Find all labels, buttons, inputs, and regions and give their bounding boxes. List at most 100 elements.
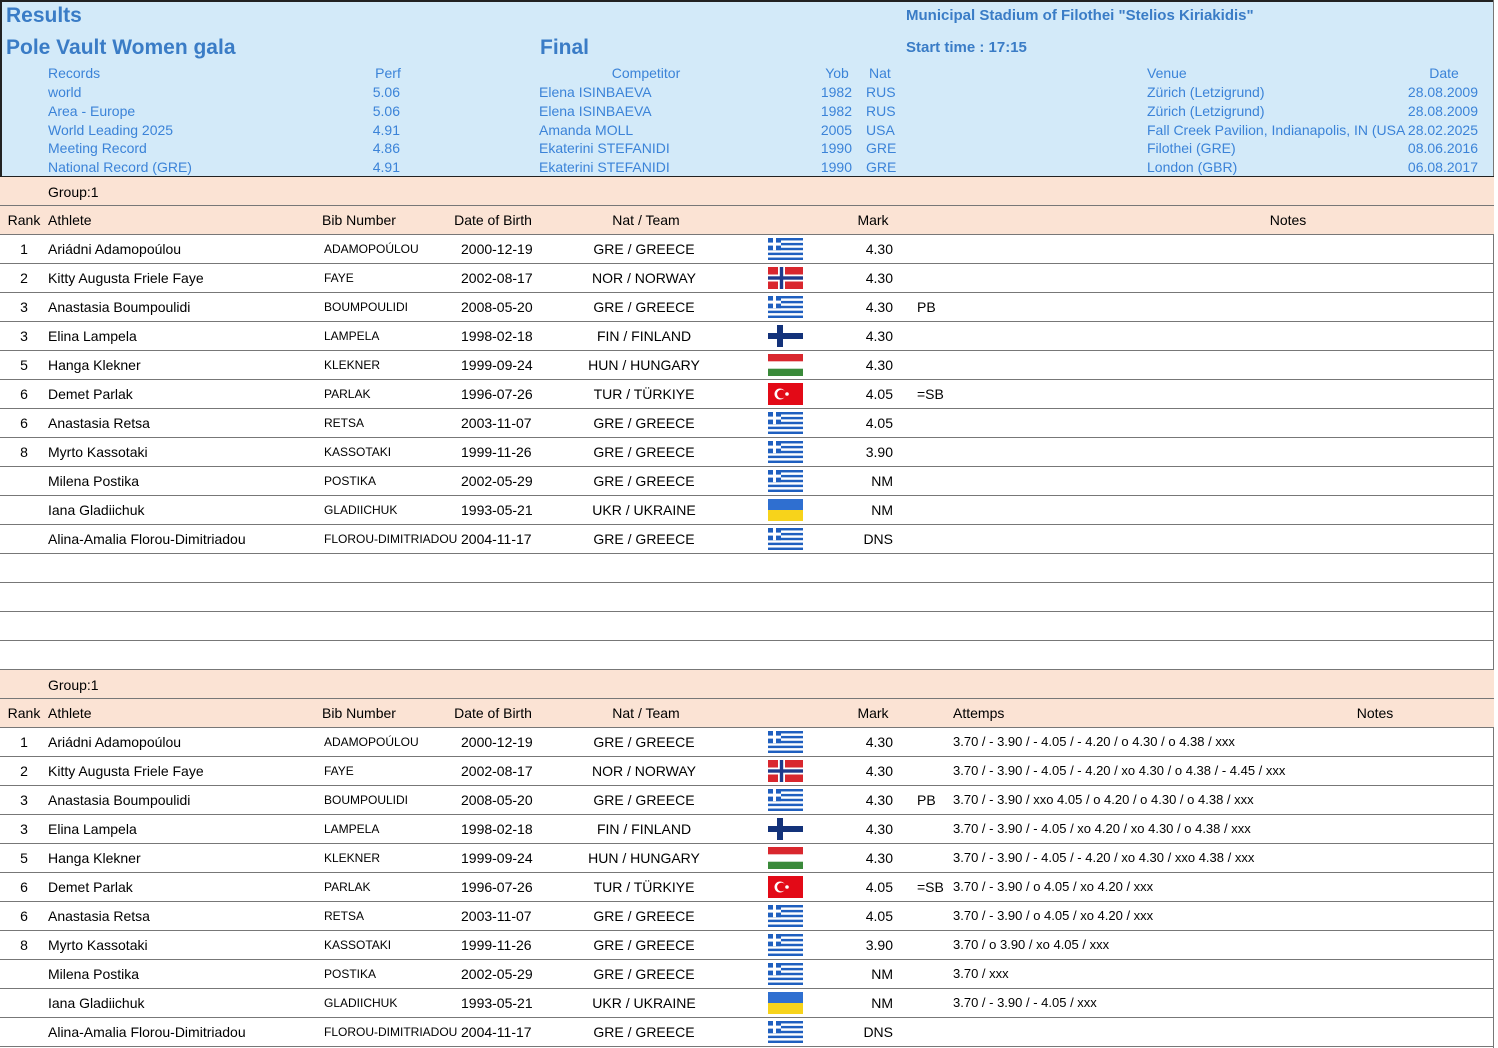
records-header: Perf [375,65,401,81]
result-cell: Myrto Kassotaki [48,444,148,460]
result-cell: Myrto Kassotaki [48,937,148,953]
result-cell: 3.70 / - 3.90 / o 4.05 / xo 4.20 / xxx [953,879,1154,894]
row-line [0,611,1494,612]
result-cell: 2000-12-19 [461,734,533,750]
result-cell: Iana Gladiichuk [48,995,145,1011]
result-cell: 3.70 / xxx [953,966,1009,981]
result-cell: 4.30 [865,792,893,808]
result-cell: 1 [20,241,28,257]
flag [768,818,803,840]
result-cell: 4.30 [865,763,893,779]
column-header: Athlete [48,212,92,228]
result-cell: FLOROU-DIMITRIADOU [324,1025,458,1039]
row-line [0,582,1494,583]
result-cell: 4.30 [865,734,893,750]
result-cell: UKR / UKRAINE [592,502,696,518]
result-cell: DNS [863,531,893,547]
result-cell: GRE / GREECE [593,734,695,750]
record-cell: Ekaterini STEFANIDI [539,140,670,157]
result-cell: POSTIKA [324,474,377,488]
result-cell: DNS [863,1024,893,1040]
result-cell: Kitty Augusta Friele Faye [48,270,204,286]
record-cell: Elena ISINBAEVA [539,84,652,100]
row-line [0,988,1494,989]
result-cell: Iana Gladiichuk [48,502,145,518]
result-cell: 2000-12-19 [461,241,533,257]
header-rule [0,176,1494,177]
result-cell: 3.70 / - 3.90 / - 4.05 / - 4.20 / xo 4.3… [953,763,1286,778]
result-cell: 1993-05-21 [461,995,533,1011]
record-cell: 28.08.2009 [1407,102,1478,119]
result-cell: 1998-02-18 [461,821,533,837]
result-cell: Hanga Klekner [48,357,141,373]
result-cell: Alina-Amalia Florou-Dimitriadou [48,1024,246,1040]
flag [768,731,803,753]
result-cell: GLADIICHUK [324,996,398,1010]
result-cell: FIN / FINLAND [596,821,692,837]
row-line [0,205,1494,206]
result-cell: 1999-11-26 [461,937,532,953]
record-cell: 1982 [820,84,852,100]
column-header: Mark [857,705,889,721]
result-cell: Anastasia Retsa [48,908,150,924]
result-cell: =SB [917,386,944,402]
row-line [0,959,1494,960]
row-line [0,640,1494,641]
column-header: Notes [1356,705,1394,721]
result-cell: =SB [917,879,944,895]
result-cell: GRE / GREECE [593,792,695,808]
result-cell: Anastasia Boumpoulidi [48,299,191,315]
result-cell: 2008-05-20 [461,299,533,315]
result-cell: LAMPELA [324,329,380,343]
record-cell: Elena ISINBAEVA [539,102,652,119]
row-line [0,466,1494,467]
result-cell: 5 [20,357,28,373]
result-cell: 6 [20,415,28,431]
row-line [0,321,1494,322]
result-cell: FAYE [324,764,354,778]
flag [768,325,803,347]
result-cell: 1996-07-26 [461,879,533,895]
flag [768,412,803,434]
row-line [0,437,1494,438]
result-cell: 2002-05-29 [461,473,533,489]
record-cell: world [48,84,82,100]
record-cell: Filothei (GRE) [1147,140,1236,157]
column-header: Notes [1269,212,1307,228]
result-cell: Alina-Amalia Florou-Dimitriadou [48,531,246,547]
flag [768,383,803,405]
flag [768,267,803,289]
result-cell: NOR / NORWAY [592,270,696,286]
result-cell: 4.05 [865,908,893,924]
result-cell: RETSA [324,909,365,923]
flag [768,905,803,927]
result-cell: 2003-11-07 [461,415,532,431]
row-line [0,785,1494,786]
page-title: Results [6,4,82,27]
records-header: Competitor [611,65,681,81]
result-cell: GRE / GREECE [593,937,695,953]
result-cell: 1999-11-26 [461,444,532,460]
result-cell: 4.30 [865,270,893,286]
result-cell: 1999-09-24 [461,850,533,866]
round-title: Final [540,36,590,59]
result-cell: 3.90 [865,444,893,460]
flag [768,760,803,782]
record-cell: RUS [866,102,896,119]
column-header: Mark [857,212,889,228]
result-cell: Ariádni Adamopoúlou [48,734,182,750]
result-cell: TUR / TÜRKIYE [593,879,695,895]
record-cell: RUS [866,84,896,100]
records-header: Records [48,65,101,81]
result-cell: BOUMPOULIDI [324,300,409,314]
result-cell: PARLAK [324,880,371,894]
result-cell: 4.30 [865,357,893,373]
result-cell: 4.30 [865,821,893,837]
records-header: Yob [825,65,849,81]
result-cell: ADAMOPOÚLOU [324,242,419,256]
result-cell: Hanga Klekner [48,850,141,866]
record-cell: 4.86 [372,140,400,157]
result-cell: TUR / TÜRKIYE [593,386,695,402]
result-cell: 3 [20,821,28,837]
